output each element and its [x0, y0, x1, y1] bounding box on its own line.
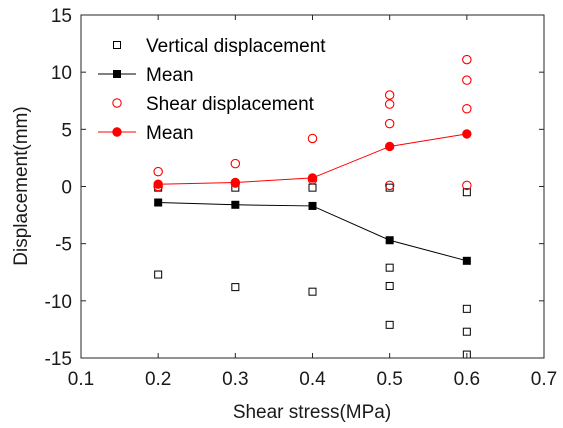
legend-label-0: Vertical displacement — [146, 36, 326, 57]
series-1-point-4 — [462, 256, 471, 265]
series-2-point-6 — [384, 90, 395, 100]
series-1-point-2 — [308, 201, 317, 210]
y-tick-label-5: 10 — [51, 63, 72, 84]
series-0-point-6 — [385, 320, 394, 329]
y-tick-label-3: 0 — [61, 178, 72, 199]
y-tick-label-4: 5 — [61, 120, 72, 141]
series-1-point-3 — [385, 236, 394, 245]
series-3 — [153, 129, 472, 189]
series-2-point-12 — [462, 104, 472, 114]
x-tick-label-5: 0.6 — [454, 369, 480, 390]
series-2-point-4 — [307, 133, 318, 144]
y-tick-label-2: -5 — [55, 235, 72, 256]
legend-marker-1 — [113, 70, 121, 78]
x-tick-label-1: 0.2 — [145, 369, 171, 390]
series-3-point-0 — [153, 179, 163, 189]
x-tick-label-2: 0.3 — [222, 369, 248, 390]
legend-marker-2 — [112, 98, 122, 108]
axes: 0.1 0.2 0.3 0.4 0.5 0.6 0.7 -15 -10 -5 0 5 10 15 — [45, 6, 558, 390]
legend-entry-3: Mean — [98, 123, 194, 144]
legend-entry-2: Shear displacement — [112, 94, 315, 115]
y-tick-label-6: 15 — [51, 6, 72, 27]
x-tick-label-6: 0.7 — [531, 369, 557, 390]
legend-entry-1: Mean — [98, 65, 194, 86]
series-1-point-1 — [231, 200, 240, 209]
series-0-point-4 — [308, 287, 317, 296]
legend-marker-3 — [112, 127, 122, 137]
series-0-point-13 — [462, 188, 471, 197]
x-tick-label-4: 0.5 — [376, 369, 402, 390]
series-2-point-11 — [462, 75, 472, 85]
series-2-point-2 — [230, 158, 241, 169]
series-3-point-2 — [307, 173, 318, 183]
legend-marker-0 — [113, 41, 121, 49]
series-0-point-0 — [154, 270, 163, 279]
series-2-point-0 — [153, 166, 163, 177]
y-axis-title: Displacement(mm) — [11, 106, 32, 265]
series-2-point-7 — [384, 99, 395, 109]
legend: Vertical displacement Mean Shear displacem… — [98, 36, 326, 144]
legend-entry-0: Vertical displacement — [113, 36, 326, 57]
x-tick-label-3: 0.4 — [299, 369, 326, 390]
series-2-point-8 — [384, 118, 395, 129]
series-0-point-5 — [308, 183, 317, 192]
legend-label-2: Shear displacement — [146, 94, 315, 115]
legend-label-1: Mean — [146, 65, 194, 86]
series-0-point-2 — [231, 283, 240, 292]
series-2-point-10 — [462, 54, 472, 65]
series-2 — [153, 54, 472, 192]
series-2-point-13 — [462, 180, 472, 191]
series-3-point-1 — [230, 177, 241, 188]
series-1 — [154, 198, 471, 265]
series-0-point-12 — [462, 304, 471, 313]
series-3-point-4 — [462, 129, 472, 139]
series-0-point-8 — [385, 263, 394, 272]
x-tick-label-0: 0.1 — [68, 369, 94, 390]
legend-label-3: Mean — [146, 123, 194, 144]
plot-area — [153, 54, 472, 359]
y-tick-label-0: -15 — [45, 349, 72, 370]
series-1-line — [158, 202, 467, 262]
series-3-point-3 — [384, 141, 395, 152]
series-0-point-7 — [385, 281, 394, 290]
series-0-point-11 — [462, 327, 471, 336]
series-1-point-0 — [154, 198, 163, 207]
series-0 — [154, 183, 471, 359]
x-axis-title: Shear stress(MPa) — [233, 402, 391, 423]
series-2-point-9 — [384, 180, 395, 191]
y-tick-label-1: -10 — [45, 292, 72, 313]
